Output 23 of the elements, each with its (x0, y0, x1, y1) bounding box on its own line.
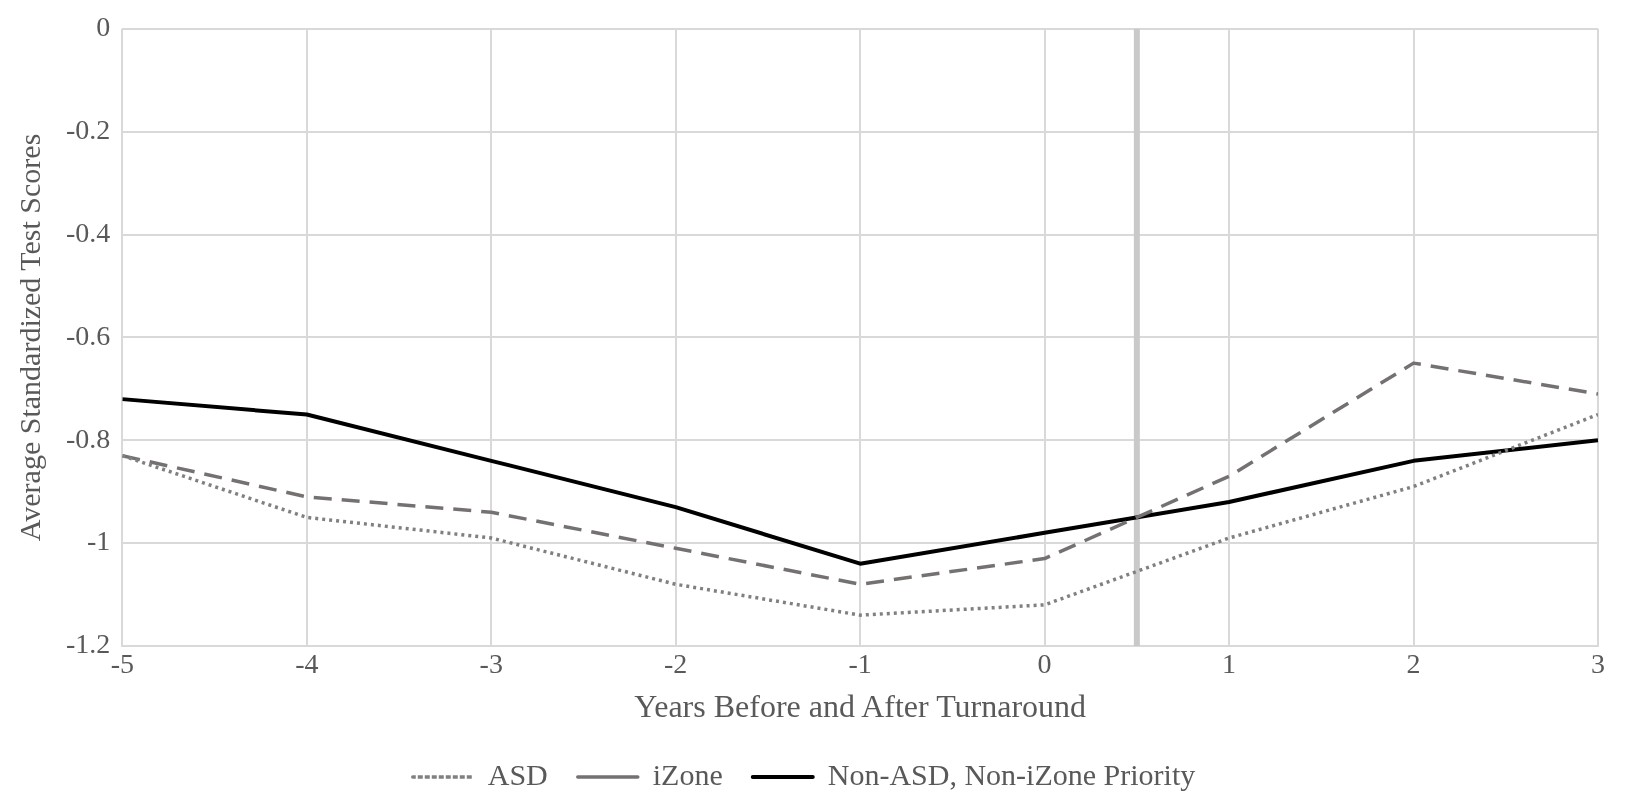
x-tick-label: -4 (295, 648, 319, 680)
legend-label: iZone (652, 757, 723, 791)
x-axis-title: Years Before and After Turnaround (634, 688, 1087, 725)
y-tick-label: -1 (87, 525, 111, 557)
x-tick-label: -2 (664, 648, 688, 680)
legend-label: Non-ASD, Non-iZone Priority (827, 757, 1196, 791)
x-tick-label: 3 (1591, 648, 1605, 680)
x-tick-label: -5 (110, 648, 134, 680)
line-series (122, 412, 1598, 617)
line-series (122, 361, 1598, 587)
y-axis-title: Average Standardized Test Scores (12, 133, 46, 542)
y-tick-label: -0.8 (66, 422, 111, 454)
y-tick-label: -0.6 (66, 319, 111, 351)
x-tick-label: -1 (848, 648, 872, 680)
legend-label: ASD (487, 757, 548, 791)
y-tick-label: -0.4 (66, 216, 111, 248)
x-tick-label: -3 (479, 648, 503, 680)
x-tick-label: 1 (1222, 648, 1237, 680)
y-tick-label: 0 (96, 11, 111, 43)
x-tick-label: 2 (1406, 648, 1421, 680)
y-tick-label: -0.2 (66, 114, 111, 146)
x-tick-label: 0 (1037, 648, 1052, 680)
y-tick-label: -1.2 (66, 628, 111, 660)
